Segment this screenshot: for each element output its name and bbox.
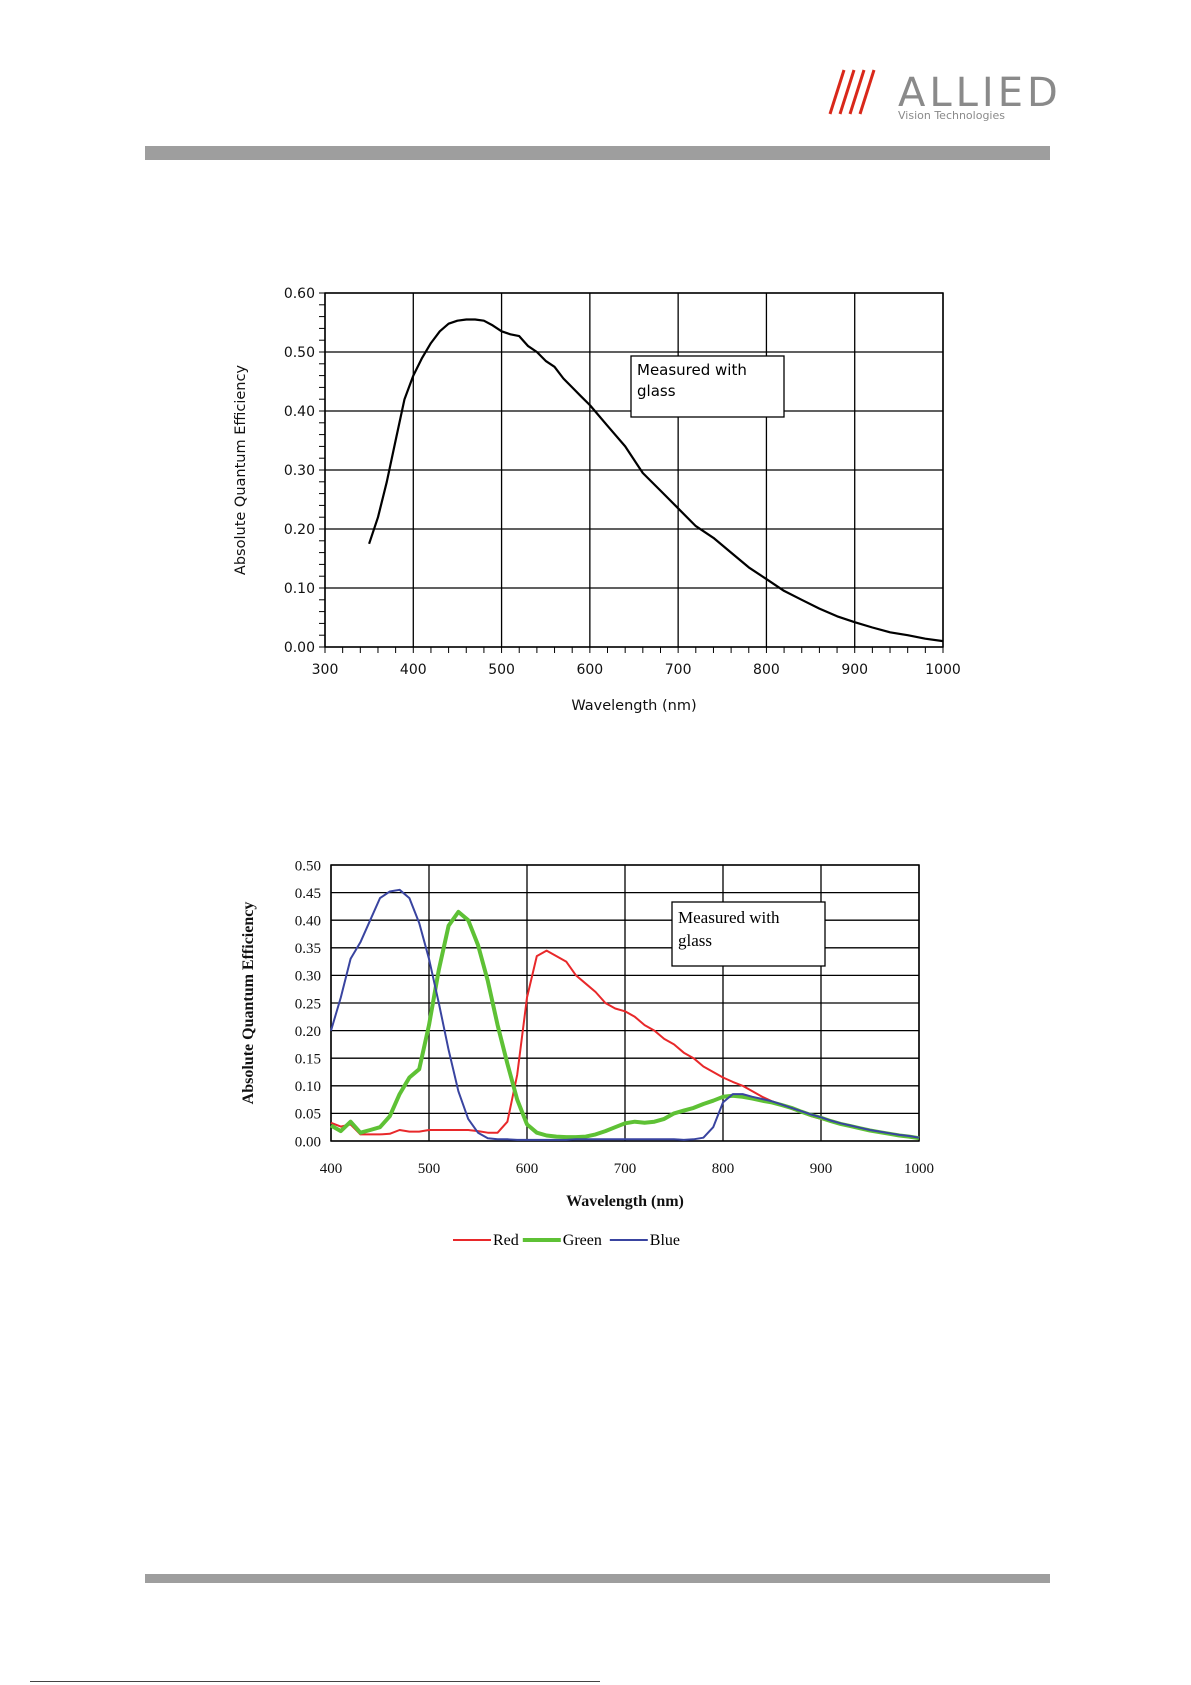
y-tick-label: 0.10 (295, 1079, 321, 1095)
y-tick-label: 0.30 (295, 969, 321, 985)
legend-label-blue: Blue (650, 1232, 680, 1249)
annotation-box (630, 355, 785, 418)
y-tick-label: 0.05 (295, 1107, 321, 1123)
chart2-grid (330, 864, 920, 1142)
y-tick-label: 0.15 (295, 1051, 321, 1067)
chart2-annotation: Measured with glass (671, 901, 826, 967)
x-tick-label: 600 (576, 662, 603, 678)
plot-frame (330, 864, 920, 1142)
footer-bar (145, 1574, 1050, 1583)
header-bar (145, 146, 1050, 160)
y-tick-label: 0.20 (295, 1024, 321, 1040)
y-tick-label: 0.00 (295, 1134, 321, 1150)
chart1-grid (324, 292, 944, 648)
chart2-legend: Red Green Blue (453, 1232, 680, 1249)
y-tick-label: 0.40 (295, 913, 321, 929)
y-tick-label: 0.25 (295, 996, 321, 1012)
annotation-text: Measured with (678, 908, 780, 927)
x-tick-label: 400 (320, 1161, 343, 1177)
x-axis-label: Wavelength (nm) (571, 698, 696, 714)
y-tick-label: 0.00 (284, 640, 315, 656)
annotation-text: glass (637, 382, 676, 400)
bottom-rule (30, 1681, 600, 1682)
chart1-series (368, 318, 944, 643)
y-tick-label: 0.40 (284, 404, 315, 420)
allied-logo: ALLIED Vision Technologies (820, 62, 1060, 124)
x-tick-label: 400 (400, 662, 427, 678)
series-line-blue (330, 888, 920, 1141)
y-tick-label: 0.45 (295, 886, 321, 902)
y-tick-label: 0.50 (295, 858, 321, 874)
chart1-axes: 300 400 500 600 700 800 900 1000 0.00 0.10 0.20 0.3… (233, 286, 961, 714)
chart2-series (330, 888, 920, 1141)
y-tick-label: 0.20 (284, 522, 315, 538)
annotation-text: Measured with (637, 361, 747, 379)
logo-graphic: ALLIED Vision Technologies (828, 69, 1060, 122)
y-tick-label: 0.35 (295, 941, 321, 957)
x-tick-label: 300 (312, 662, 339, 678)
y-axis-label: Absolute Quantum Efficiency (233, 365, 249, 576)
legend-label-green: Green (563, 1232, 602, 1249)
logo-word: ALLIED (898, 70, 1060, 116)
x-tick-label: 500 (488, 662, 515, 678)
legend-label-red: Red (493, 1232, 519, 1249)
x-tick-label: 700 (614, 1161, 637, 1177)
logo-stripes (828, 69, 876, 115)
x-tick-label: 1000 (925, 662, 961, 678)
y-tick-label: 0.60 (284, 286, 315, 302)
annotation-text: glass (678, 931, 712, 950)
x-tick-label: 900 (841, 662, 868, 678)
qe-chart-mono: Measured with glass 300 400 500 600 700 800 900… (233, 286, 961, 714)
x-tick-label: 800 (753, 662, 780, 678)
qe-chart-rgb: Measured with glass 400 500 600 700 800 900 100… (240, 858, 934, 1249)
x-tick-label: 900 (810, 1161, 833, 1177)
x-tick-label: 800 (712, 1161, 735, 1177)
y-tick-label: 0.30 (284, 463, 315, 479)
series-line-qe (368, 318, 944, 643)
x-tick-label: 1000 (904, 1161, 934, 1177)
chart1-annotation: Measured with glass (630, 355, 785, 418)
y-tick-label: 0.50 (284, 345, 315, 361)
x-tick-label: 500 (418, 1161, 441, 1177)
logo-tagline: Vision Technologies (898, 109, 1005, 122)
x-axis-label: Wavelength (nm) (566, 1193, 684, 1210)
y-tick-label: 0.10 (284, 581, 315, 597)
x-tick-label: 700 (665, 662, 692, 678)
annotation-box (671, 901, 826, 967)
x-tick-label: 600 (516, 1161, 539, 1177)
chart2-axes: 400 500 600 700 800 900 1000 0.00 0.05 0.10 0.15 0.… (240, 858, 934, 1210)
y-axis-label: Absolute Quantum Efficiency (240, 902, 257, 1105)
